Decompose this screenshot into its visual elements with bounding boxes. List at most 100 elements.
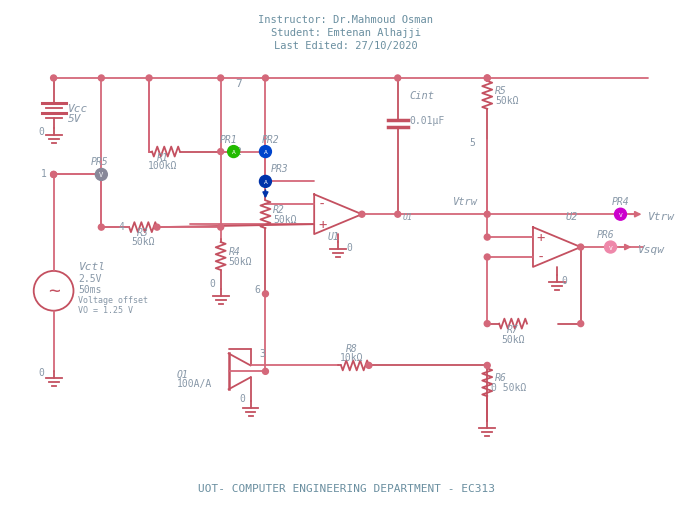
Circle shape: [394, 212, 401, 218]
Circle shape: [262, 291, 268, 297]
Text: PR1: PR1: [220, 134, 237, 145]
Text: -: -: [537, 250, 545, 265]
Circle shape: [394, 76, 401, 82]
Text: 0: 0: [239, 393, 246, 404]
Text: 10kΩ: 10kΩ: [340, 353, 364, 363]
Circle shape: [260, 146, 271, 158]
Text: A: A: [264, 180, 267, 185]
Circle shape: [260, 176, 271, 188]
Text: Q1: Q1: [177, 369, 189, 379]
Text: Cint: Cint: [410, 91, 435, 101]
Circle shape: [359, 212, 365, 218]
Circle shape: [614, 209, 626, 221]
Circle shape: [218, 224, 224, 231]
Circle shape: [95, 169, 107, 181]
Text: U2: U2: [565, 212, 578, 222]
Text: Student: Emtenan Alhajji: Student: Emtenan Alhajji: [271, 28, 421, 38]
Text: Instructor: Dr.Mahmoud Osman: Instructor: Dr.Mahmoud Osman: [259, 15, 433, 25]
Circle shape: [51, 172, 57, 178]
Text: Vctl: Vctl: [78, 262, 105, 271]
Circle shape: [154, 224, 160, 231]
Text: 1: 1: [41, 169, 46, 179]
Text: 6: 6: [255, 284, 260, 294]
Text: Vtrw: Vtrw: [648, 212, 675, 222]
Circle shape: [51, 172, 57, 178]
Text: 50ms: 50ms: [78, 284, 102, 294]
Text: R7: R7: [507, 324, 519, 334]
Text: 100kΩ: 100kΩ: [148, 161, 178, 171]
Circle shape: [484, 76, 490, 82]
Circle shape: [484, 363, 490, 369]
Circle shape: [262, 179, 268, 185]
Circle shape: [578, 244, 583, 250]
Text: 0: 0: [210, 278, 216, 288]
Text: A: A: [232, 150, 235, 155]
Text: 4: 4: [118, 222, 124, 232]
Text: UOT- COMPUTER ENGINEERING DEPARTMENT - EC313: UOT- COMPUTER ENGINEERING DEPARTMENT - E…: [197, 483, 495, 493]
Text: PR4: PR4: [612, 197, 629, 207]
Text: 50kΩ: 50kΩ: [273, 215, 297, 225]
Text: Voltage offset: Voltage offset: [78, 295, 149, 304]
Text: PR6: PR6: [597, 230, 614, 240]
Text: R1: R1: [157, 152, 169, 162]
Circle shape: [366, 363, 372, 369]
Text: ~: ~: [48, 282, 60, 301]
Text: PR2: PR2: [262, 134, 280, 145]
Text: 50kΩ: 50kΩ: [495, 96, 519, 106]
Circle shape: [578, 321, 583, 327]
Text: R5: R5: [495, 86, 507, 96]
Text: VO = 1.25 V: VO = 1.25 V: [78, 305, 134, 314]
Text: R3: R3: [137, 228, 149, 238]
Text: +: +: [537, 231, 545, 245]
Text: 0: 0: [346, 243, 352, 252]
Text: 0: 0: [562, 275, 567, 285]
Text: Vcc: Vcc: [68, 104, 88, 114]
Circle shape: [484, 321, 490, 327]
Text: U1: U1: [403, 213, 412, 222]
Text: R6: R6: [495, 373, 507, 383]
Text: V: V: [99, 172, 104, 178]
Text: A: A: [264, 150, 267, 155]
Circle shape: [262, 369, 268, 375]
Text: V: V: [609, 245, 612, 250]
Text: V: V: [619, 212, 622, 217]
Text: PR3: PR3: [271, 164, 288, 174]
Text: 2: 2: [236, 146, 242, 156]
Circle shape: [484, 254, 490, 261]
Text: 5: 5: [469, 137, 475, 147]
Text: R4: R4: [228, 246, 240, 257]
Text: Vtrw: Vtrw: [453, 197, 478, 207]
Text: Vsqw: Vsqw: [639, 244, 666, 254]
Circle shape: [218, 149, 224, 155]
Text: 0 50kΩ: 0 50kΩ: [491, 382, 527, 392]
Text: 3: 3: [260, 349, 266, 359]
Text: 0.01μF: 0.01μF: [410, 116, 445, 126]
Circle shape: [605, 242, 617, 253]
Text: R8: R8: [346, 344, 358, 354]
Circle shape: [218, 76, 224, 82]
Text: 0: 0: [39, 367, 44, 378]
Circle shape: [51, 76, 57, 82]
Circle shape: [98, 172, 104, 178]
Circle shape: [228, 146, 239, 158]
Circle shape: [484, 212, 490, 218]
Text: Last Edited: 27/10/2020: Last Edited: 27/10/2020: [274, 41, 418, 51]
Text: 50kΩ: 50kΩ: [131, 237, 155, 246]
Text: 5V: 5V: [68, 114, 81, 124]
Circle shape: [98, 224, 104, 231]
Circle shape: [146, 76, 152, 82]
Text: 50kΩ: 50kΩ: [228, 257, 252, 266]
Circle shape: [484, 76, 490, 82]
Text: PR5: PR5: [91, 157, 108, 167]
Text: 2.5V: 2.5V: [78, 273, 102, 284]
Text: +: +: [318, 218, 327, 232]
Text: 100A/A: 100A/A: [177, 379, 212, 388]
Text: 7: 7: [235, 79, 242, 89]
Text: -: -: [318, 198, 327, 212]
Circle shape: [98, 76, 104, 82]
Text: 50kΩ: 50kΩ: [501, 334, 525, 344]
Circle shape: [262, 76, 268, 82]
Text: 0: 0: [39, 126, 44, 136]
Text: U1: U1: [327, 232, 339, 242]
Text: R2: R2: [273, 205, 285, 215]
